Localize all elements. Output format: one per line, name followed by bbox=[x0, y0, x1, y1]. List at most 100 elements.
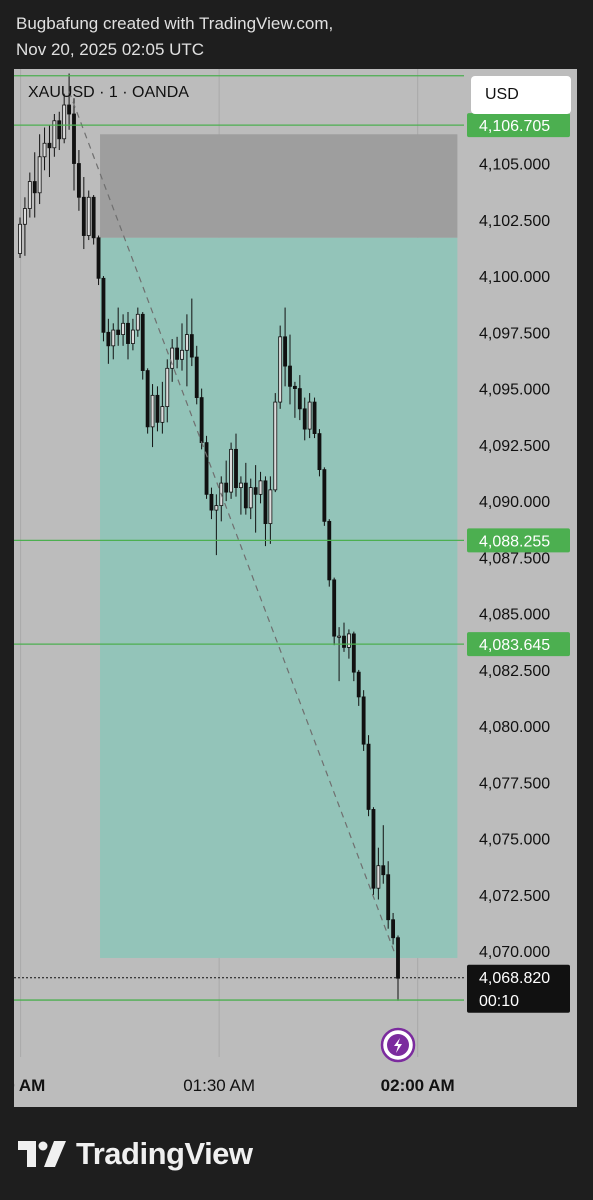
candle[interactable] bbox=[292, 381, 297, 418]
candle[interactable] bbox=[209, 487, 214, 520]
candle[interactable] bbox=[57, 111, 62, 151]
candle-body-up bbox=[165, 367, 170, 407]
candle[interactable] bbox=[175, 336, 180, 369]
candle[interactable] bbox=[116, 307, 121, 346]
candle[interactable] bbox=[356, 669, 361, 706]
candle[interactable] bbox=[258, 471, 263, 504]
price-chart[interactable]: 4,107.5004,105.0004,102.5004,100.0004,09… bbox=[14, 69, 577, 1107]
candle[interactable] bbox=[27, 172, 32, 218]
stop-loss-zone[interactable] bbox=[100, 134, 458, 238]
candle[interactable] bbox=[72, 98, 76, 191]
price-tag-3[interactable]: 4,083.645 bbox=[467, 632, 570, 657]
candle[interactable] bbox=[126, 312, 130, 360]
candle[interactable] bbox=[18, 217, 22, 259]
candle[interactable] bbox=[140, 312, 145, 380]
candle[interactable] bbox=[337, 627, 342, 682]
candle[interactable] bbox=[106, 318, 111, 364]
y-tick-label: 4,080.000 bbox=[479, 719, 550, 736]
last-price-tag[interactable]: 4,068.820 00:10 bbox=[467, 964, 570, 1013]
candle[interactable] bbox=[302, 397, 307, 441]
candle[interactable] bbox=[278, 325, 283, 409]
candle[interactable] bbox=[37, 134, 42, 205]
candle[interactable] bbox=[204, 435, 209, 499]
candle[interactable] bbox=[189, 298, 194, 367]
candle[interactable] bbox=[22, 197, 27, 256]
y-tick-label: 4,087.500 bbox=[479, 550, 550, 567]
tradingview-logo[interactable]: TradingView bbox=[18, 1136, 253, 1172]
candle[interactable] bbox=[317, 429, 322, 477]
candle[interactable] bbox=[322, 467, 327, 526]
candle[interactable] bbox=[42, 127, 47, 171]
candle[interactable] bbox=[150, 384, 155, 448]
candle[interactable] bbox=[224, 460, 229, 502]
candle[interactable] bbox=[86, 190, 91, 241]
candle[interactable] bbox=[101, 276, 106, 342]
candle[interactable] bbox=[386, 861, 391, 929]
candle[interactable] bbox=[312, 397, 317, 439]
candle[interactable] bbox=[170, 339, 175, 382]
candle-body-up bbox=[214, 505, 219, 511]
candle[interactable] bbox=[381, 825, 386, 884]
candle[interactable] bbox=[165, 359, 170, 423]
chart-panel[interactable]: 4,107.5004,105.0004,102.5004,100.0004,09… bbox=[14, 69, 577, 1107]
candle[interactable] bbox=[67, 73, 72, 130]
candle[interactable] bbox=[91, 195, 96, 245]
candle[interactable] bbox=[253, 465, 258, 533]
candle[interactable] bbox=[155, 386, 160, 432]
candle[interactable] bbox=[32, 152, 37, 218]
candle-body-down bbox=[312, 401, 317, 434]
candle[interactable] bbox=[96, 235, 101, 286]
candle[interactable] bbox=[288, 334, 292, 405]
price-tag-1[interactable]: 4,106.705 bbox=[467, 113, 570, 138]
symbol-label[interactable]: XAUUSD · 1 · OANDA bbox=[28, 84, 189, 101]
y-tick-label: 4,100.000 bbox=[479, 269, 550, 286]
candle[interactable] bbox=[268, 476, 273, 544]
candle[interactable] bbox=[243, 462, 248, 515]
price-tag-label: 4,106.705 bbox=[479, 118, 550, 135]
candle[interactable] bbox=[52, 114, 57, 157]
candle[interactable] bbox=[121, 314, 126, 346]
candle-body-up bbox=[248, 487, 253, 509]
candle[interactable] bbox=[396, 935, 400, 1001]
lightning-alert-icon[interactable] bbox=[380, 1027, 416, 1063]
candle-body-up bbox=[229, 448, 234, 493]
candle[interactable] bbox=[307, 393, 312, 439]
candle[interactable] bbox=[263, 476, 268, 547]
candle[interactable] bbox=[366, 735, 371, 817]
candle-body-up bbox=[337, 635, 342, 638]
currency-selector[interactable]: USD bbox=[471, 76, 571, 114]
candle[interactable] bbox=[145, 368, 150, 434]
candle[interactable] bbox=[130, 318, 135, 351]
candle[interactable] bbox=[273, 393, 278, 493]
candle[interactable] bbox=[351, 631, 356, 682]
candle[interactable] bbox=[160, 381, 165, 434]
candle[interactable] bbox=[248, 478, 253, 520]
candle[interactable] bbox=[111, 323, 116, 360]
candle[interactable] bbox=[47, 125, 52, 178]
candle[interactable] bbox=[283, 307, 288, 387]
candle[interactable] bbox=[199, 388, 204, 450]
candle[interactable] bbox=[184, 314, 189, 387]
candle[interactable] bbox=[81, 177, 86, 250]
candle[interactable] bbox=[297, 375, 302, 421]
candle[interactable] bbox=[238, 476, 243, 515]
candle[interactable] bbox=[180, 323, 184, 371]
candle[interactable] bbox=[214, 494, 219, 556]
candle[interactable] bbox=[194, 345, 199, 405]
candle[interactable] bbox=[76, 150, 81, 211]
candle[interactable] bbox=[62, 93, 67, 144]
candle[interactable] bbox=[376, 847, 381, 900]
candle-body-down bbox=[292, 385, 297, 389]
candle[interactable] bbox=[342, 622, 346, 652]
candle[interactable] bbox=[229, 442, 234, 499]
candle[interactable] bbox=[327, 519, 332, 587]
candle-body-down bbox=[297, 388, 302, 410]
candle[interactable] bbox=[361, 690, 366, 751]
candle[interactable] bbox=[234, 433, 238, 497]
candle[interactable] bbox=[135, 307, 140, 337]
price-tag-2[interactable]: 4,088.255 bbox=[467, 528, 570, 553]
candle-body-down bbox=[224, 482, 229, 493]
candle[interactable] bbox=[371, 807, 376, 895]
candle[interactable] bbox=[332, 577, 337, 646]
candle[interactable] bbox=[391, 912, 396, 945]
